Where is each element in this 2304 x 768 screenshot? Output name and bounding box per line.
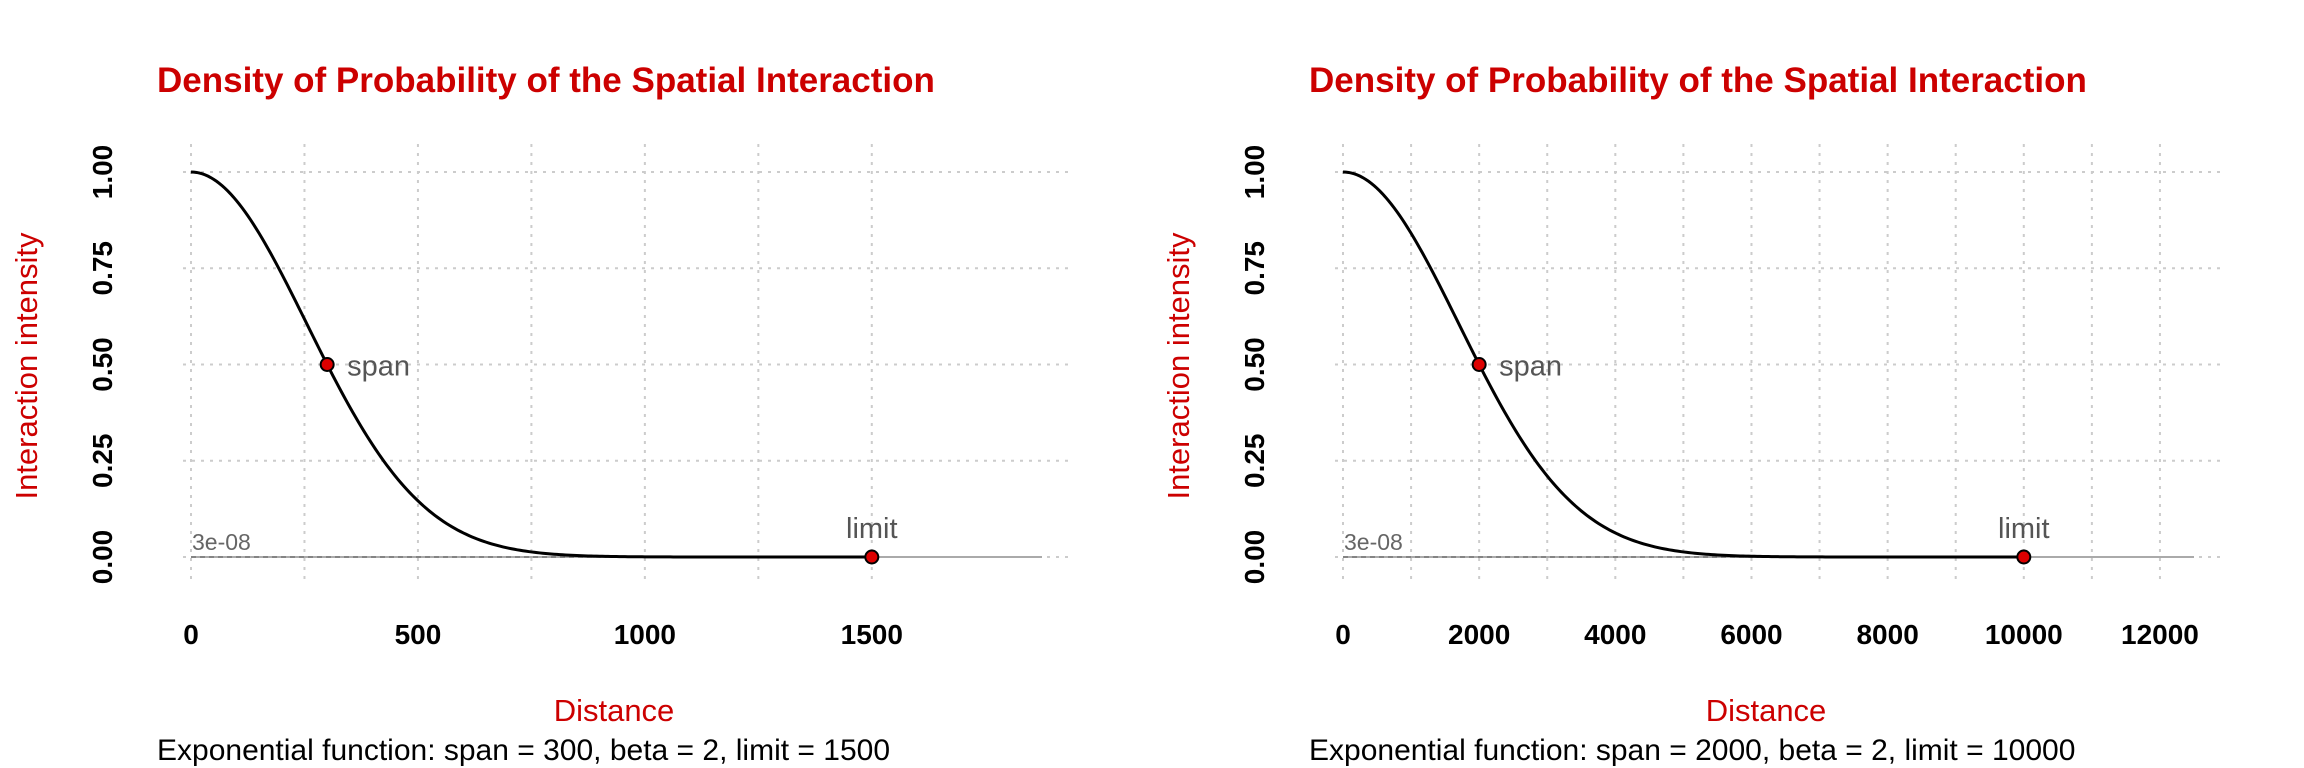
y-tick-label: 1.00 <box>87 145 118 200</box>
point-span <box>1471 357 1487 372</box>
y-tick-label: 0.50 <box>1239 337 1270 392</box>
chart-caption: Exponential function: span = 300, beta =… <box>157 734 890 767</box>
y-tick-label: 0.75 <box>87 241 118 296</box>
chart-caption: Exponential function: span = 2000, beta … <box>1309 734 2075 767</box>
point-limit <box>2016 549 2032 565</box>
x-tick-label: 12000 <box>2121 619 2199 650</box>
series-line <box>190 170 872 559</box>
y-axis-label: Interaction intensity <box>9 232 44 500</box>
chart-2: Density of Probability of the Spatial In… <box>1161 61 2226 767</box>
x-tick-label: 4000 <box>1584 619 1646 650</box>
x-tick-label: 500 <box>395 619 442 650</box>
x-tick-label: 0 <box>183 619 199 650</box>
point-span <box>319 357 335 372</box>
x-tick-label: 10000 <box>1985 619 2063 650</box>
y-tick-label: 1.00 <box>1239 145 1270 200</box>
chart-title: Density of Probability of the Spatial In… <box>1309 61 2087 100</box>
y-tick-label: 0.00 <box>1239 530 1270 585</box>
point-label-limit: limit <box>1998 513 2050 545</box>
min-value-label: 3e-08 <box>192 529 251 555</box>
x-tick-label: 8000 <box>1856 619 1918 650</box>
x-tick-label: 1500 <box>841 619 903 650</box>
series-line <box>1342 170 2024 559</box>
point-label-limit: limit <box>846 513 898 545</box>
chart-1: Density of Probability of the Spatial In… <box>9 61 1074 767</box>
x-tick-label: 0 <box>1335 619 1351 650</box>
point-label-span: span <box>347 351 410 383</box>
min-value-label: 3e-08 <box>1344 529 1403 555</box>
y-tick-label: 0.50 <box>87 337 118 392</box>
y-axis-label: Interaction intensity <box>1161 232 1196 500</box>
y-tick-label: 0.00 <box>87 530 118 585</box>
y-tick-label: 0.25 <box>87 434 118 489</box>
x-tick-label: 1000 <box>614 619 676 650</box>
x-axis-label: Distance <box>554 693 675 728</box>
point-label-span: span <box>1499 351 1562 383</box>
chart-panel-1: Density of Probability of the Spatial In… <box>9 61 1074 767</box>
y-tick-label: 0.25 <box>1239 434 1270 489</box>
x-tick-label: 6000 <box>1720 619 1782 650</box>
chart-panel-2: Density of Probability of the Spatial In… <box>1152 0 2304 768</box>
x-tick-label: 2000 <box>1448 619 1510 650</box>
x-axis-label: Distance <box>1706 693 1827 728</box>
chart-title: Density of Probability of the Spatial In… <box>157 61 935 100</box>
y-tick-label: 0.75 <box>1239 241 1270 296</box>
point-limit <box>864 549 880 565</box>
